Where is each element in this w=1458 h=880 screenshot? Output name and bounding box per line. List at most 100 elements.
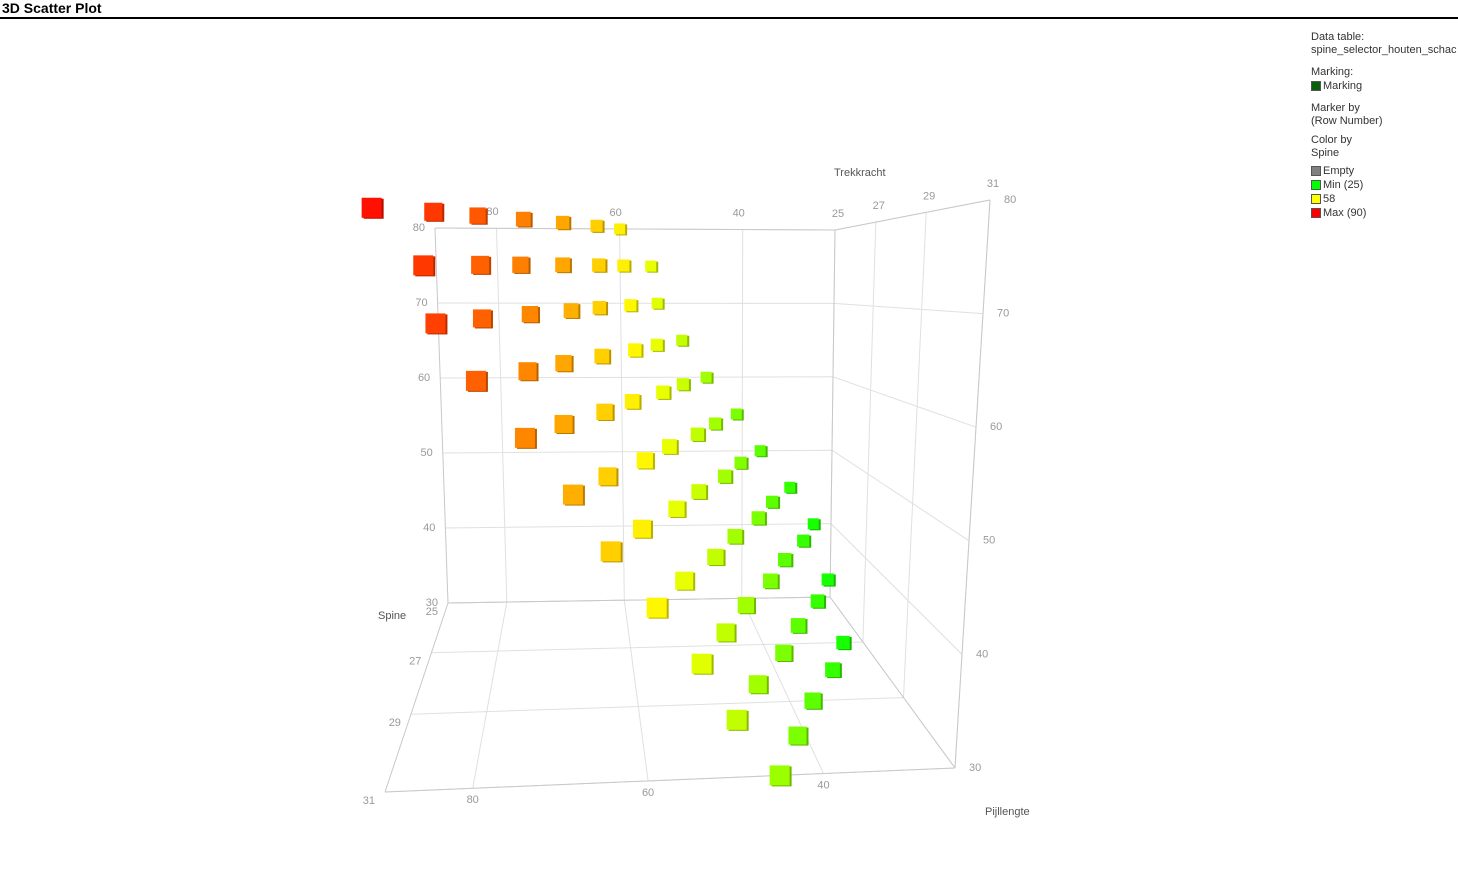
marker <box>726 709 747 730</box>
x-tick-label: 80 <box>467 794 479 806</box>
marker <box>676 334 688 346</box>
marker <box>636 452 653 469</box>
y-tick-label: 50 <box>983 535 995 547</box>
marker <box>650 338 663 351</box>
points <box>361 197 852 787</box>
marker <box>700 371 712 383</box>
marker <box>562 484 583 505</box>
marker <box>514 427 535 448</box>
marker <box>730 408 742 420</box>
grid-line <box>431 222 877 654</box>
x-axis-title: Spine <box>378 610 406 622</box>
marker <box>691 484 707 499</box>
legend-label: Marker by <box>1311 102 1360 114</box>
legend-label: Data table: <box>1311 31 1365 43</box>
y-tick-label: 60 <box>990 421 1002 433</box>
z-tick-label: 31 <box>363 795 375 807</box>
marker <box>594 348 610 364</box>
legend-label: Color by <box>1311 134 1352 146</box>
marker <box>676 378 689 391</box>
marker <box>707 548 724 566</box>
z-tick-label: 25 <box>426 606 438 618</box>
legend-swatch <box>1311 194 1321 204</box>
marker <box>424 202 443 221</box>
marker <box>784 481 796 493</box>
marker <box>598 467 617 486</box>
y-tick-label: 30 <box>969 762 981 774</box>
header: 3D Scatter Plot <box>0 0 1458 19</box>
y-tick-label: 60 <box>418 372 430 384</box>
y-tick-label: 40 <box>976 648 988 660</box>
marker <box>797 534 810 547</box>
marker <box>628 343 642 357</box>
grid-line <box>437 302 984 315</box>
marker <box>754 445 766 457</box>
legend-swatch <box>1311 208 1321 218</box>
marker <box>512 256 529 273</box>
marker <box>465 370 486 391</box>
box-edge <box>447 596 831 604</box>
marker <box>617 259 630 272</box>
marker <box>554 414 573 433</box>
grid-line <box>447 229 836 604</box>
legend-value: Spine <box>1311 147 1340 159</box>
marker <box>709 417 722 430</box>
marker <box>600 541 621 562</box>
marker <box>614 223 626 235</box>
legend-text: Max (90) <box>1323 207 1367 219</box>
legend-value: (Row Number) <box>1311 115 1383 127</box>
marker <box>521 305 539 323</box>
marker <box>836 635 850 650</box>
y-tick-label: 70 <box>997 308 1009 320</box>
marker <box>596 403 613 420</box>
marker <box>555 215 570 230</box>
box-edge <box>384 602 449 793</box>
z-tick-label: 31 <box>987 178 999 190</box>
marker <box>717 469 732 483</box>
marker <box>472 309 491 328</box>
marker <box>592 300 607 315</box>
marker <box>727 528 743 544</box>
z-tick-label: 27 <box>873 200 885 212</box>
legend: Data table: spine_selector_houten_schac … <box>1311 31 1458 220</box>
y-tick-label: 40 <box>423 522 435 534</box>
marker <box>413 255 434 276</box>
y-tick-label: 80 <box>413 222 425 234</box>
y-tick-label: 30 <box>426 597 438 609</box>
grid-line <box>472 228 508 789</box>
box-edge <box>434 227 836 231</box>
marker <box>716 623 735 642</box>
marker <box>821 573 834 586</box>
box-edge <box>384 767 956 793</box>
marker <box>690 427 705 441</box>
legend-entries: Empty Min (25) 58 Max (90) <box>1311 164 1458 220</box>
legend-entry: Max (90) <box>1311 206 1458 220</box>
y-tick-label: 50 <box>421 447 433 459</box>
legend-text: Marking <box>1323 80 1363 92</box>
z-tick-label: 25 <box>832 208 844 220</box>
legend-entry: Empty <box>1311 164 1458 178</box>
box-edge <box>829 596 956 769</box>
legend-swatch <box>1311 81 1321 91</box>
y-tick-label: 70 <box>415 297 427 309</box>
grid-line <box>447 596 956 769</box>
x-tick-label: 40 <box>733 207 745 219</box>
x-tick-label: 40 <box>817 779 829 791</box>
box-edges <box>384 199 991 793</box>
z-tick-label: 29 <box>923 190 935 202</box>
y-tick-label: 80 <box>1004 194 1016 206</box>
marker <box>804 692 821 709</box>
marker <box>425 313 446 334</box>
marker <box>361 197 382 218</box>
box-edge <box>954 199 991 769</box>
marker <box>807 518 819 530</box>
marker <box>555 354 572 372</box>
z-axis-title: Pijllengte <box>985 806 1030 818</box>
legend-entry: Min (25) <box>1311 178 1458 192</box>
marker <box>775 644 792 661</box>
marker <box>590 219 603 232</box>
marker <box>777 552 792 567</box>
marker <box>675 571 694 590</box>
